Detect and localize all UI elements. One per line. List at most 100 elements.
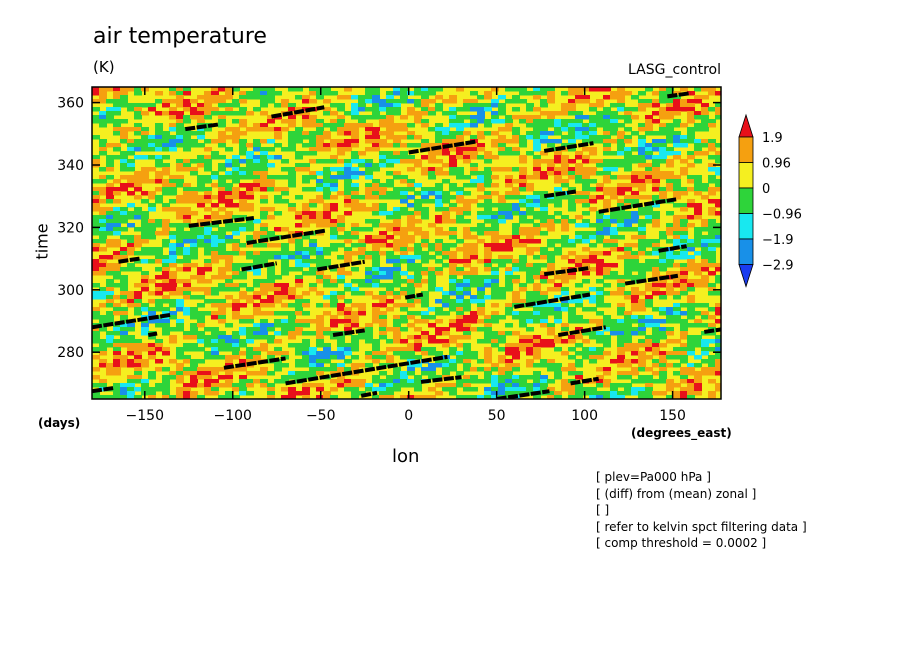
field-cell <box>421 119 429 124</box>
field-cell <box>218 307 226 312</box>
field-cell <box>449 363 457 368</box>
field-cell <box>393 231 401 236</box>
field-cell <box>505 271 513 276</box>
field-cell <box>211 151 219 156</box>
field-cell <box>337 159 345 164</box>
field-cell <box>225 235 233 240</box>
field-cell <box>155 91 163 96</box>
field-cell <box>638 331 646 336</box>
field-cell <box>141 171 149 176</box>
field-cell <box>253 123 261 128</box>
field-cell <box>659 263 667 268</box>
field-cell <box>372 247 380 252</box>
field-cell <box>596 383 604 388</box>
field-cell <box>603 227 611 232</box>
field-cell <box>666 171 674 176</box>
field-cell <box>435 287 443 292</box>
field-cell <box>169 91 177 96</box>
field-cell <box>617 327 625 332</box>
field-cell <box>701 275 709 280</box>
field-cell <box>470 183 478 188</box>
field-cell <box>379 231 387 236</box>
field-cell <box>344 271 352 276</box>
field-cell <box>169 315 177 320</box>
field-cell <box>603 111 611 116</box>
field-cell <box>673 215 681 220</box>
field-cell <box>162 327 170 332</box>
field-cell <box>435 311 443 316</box>
field-cell <box>540 339 548 344</box>
field-cell <box>428 375 436 380</box>
field-cell <box>176 287 184 292</box>
field-cell <box>365 135 373 140</box>
field-cell <box>169 275 177 280</box>
field-cell <box>687 343 695 348</box>
field-cell <box>484 151 492 156</box>
field-cell <box>491 319 499 324</box>
field-cell <box>113 251 121 256</box>
field-cell <box>288 179 296 184</box>
field-cell <box>120 215 128 220</box>
field-cell <box>421 259 429 264</box>
field-cell <box>715 383 721 388</box>
field-cell <box>519 91 527 96</box>
field-cell <box>260 151 268 156</box>
field-cell <box>519 143 527 148</box>
field-cell <box>526 207 534 212</box>
field-cell <box>645 215 653 220</box>
field-cell <box>113 155 121 160</box>
field-cell <box>106 303 114 308</box>
field-cell <box>421 103 429 108</box>
field-cell <box>302 303 310 308</box>
field-cell <box>183 255 191 260</box>
field-cell <box>169 243 177 248</box>
field-cell <box>330 267 338 272</box>
field-cell <box>204 115 212 120</box>
field-cell <box>687 315 695 320</box>
field-cell <box>372 315 380 320</box>
field-cell <box>645 355 653 360</box>
field-cell <box>624 215 632 220</box>
field-cell <box>631 211 639 216</box>
field-cell <box>351 151 359 156</box>
field-cell <box>610 175 618 180</box>
field-cell <box>463 191 471 196</box>
field-cell <box>169 183 177 188</box>
field-cell <box>568 159 576 164</box>
field-cell <box>253 155 261 160</box>
field-cell <box>162 287 170 292</box>
field-cell <box>99 315 107 320</box>
field-cell <box>120 103 128 108</box>
field-cell <box>666 103 674 108</box>
field-cell <box>547 239 555 244</box>
field-cell <box>204 267 212 272</box>
field-cell <box>344 159 352 164</box>
field-cell <box>99 339 107 344</box>
field-cell <box>680 335 688 340</box>
field-cell <box>260 231 268 236</box>
field-cell <box>176 387 184 392</box>
field-cell <box>99 383 107 388</box>
field-cell <box>659 143 667 148</box>
field-cell <box>701 339 709 344</box>
field-cell <box>491 203 499 208</box>
y-tick-label: 340 <box>57 158 84 174</box>
field-cell <box>141 199 149 204</box>
field-cell <box>610 247 618 252</box>
field-cell <box>484 355 492 360</box>
field-cell <box>239 223 247 228</box>
field-cell <box>106 335 114 340</box>
field-cell <box>281 319 289 324</box>
field-cell <box>484 391 492 396</box>
field-cell <box>645 103 653 108</box>
field-cell <box>183 167 191 172</box>
field-cell <box>316 343 324 348</box>
field-cell <box>491 335 499 340</box>
field-cell <box>190 195 198 200</box>
field-cell <box>589 319 597 324</box>
field-cell <box>197 131 205 136</box>
field-cell <box>218 195 226 200</box>
field-cell <box>211 235 219 240</box>
field-cell <box>127 103 135 108</box>
field-cell <box>155 291 163 296</box>
